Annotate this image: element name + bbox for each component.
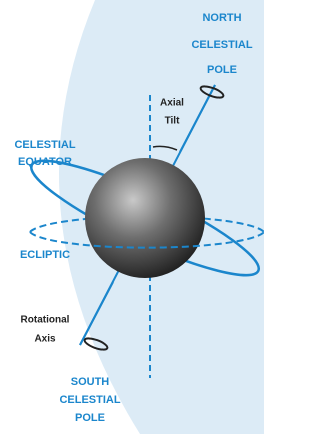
label: Axis [34, 334, 56, 345]
label: POLE [75, 412, 105, 424]
label: Axial [160, 98, 184, 109]
label: CELESTIAL [191, 39, 252, 51]
label: Tilt [165, 116, 180, 127]
label: ECLIPTIC [20, 249, 70, 261]
label: POLE [207, 64, 237, 76]
diagram: NORTH CELESTIAL POLE Axial Tilt CELESTIA… [0, 0, 264, 434]
label: SOUTH [71, 376, 110, 388]
label: Rotational [21, 315, 70, 326]
label: NORTH [202, 12, 241, 24]
label: CELESTIAL [59, 394, 120, 406]
earth [85, 158, 205, 278]
label: EQUATOR [18, 156, 72, 168]
label: CELESTIAL [14, 139, 75, 151]
